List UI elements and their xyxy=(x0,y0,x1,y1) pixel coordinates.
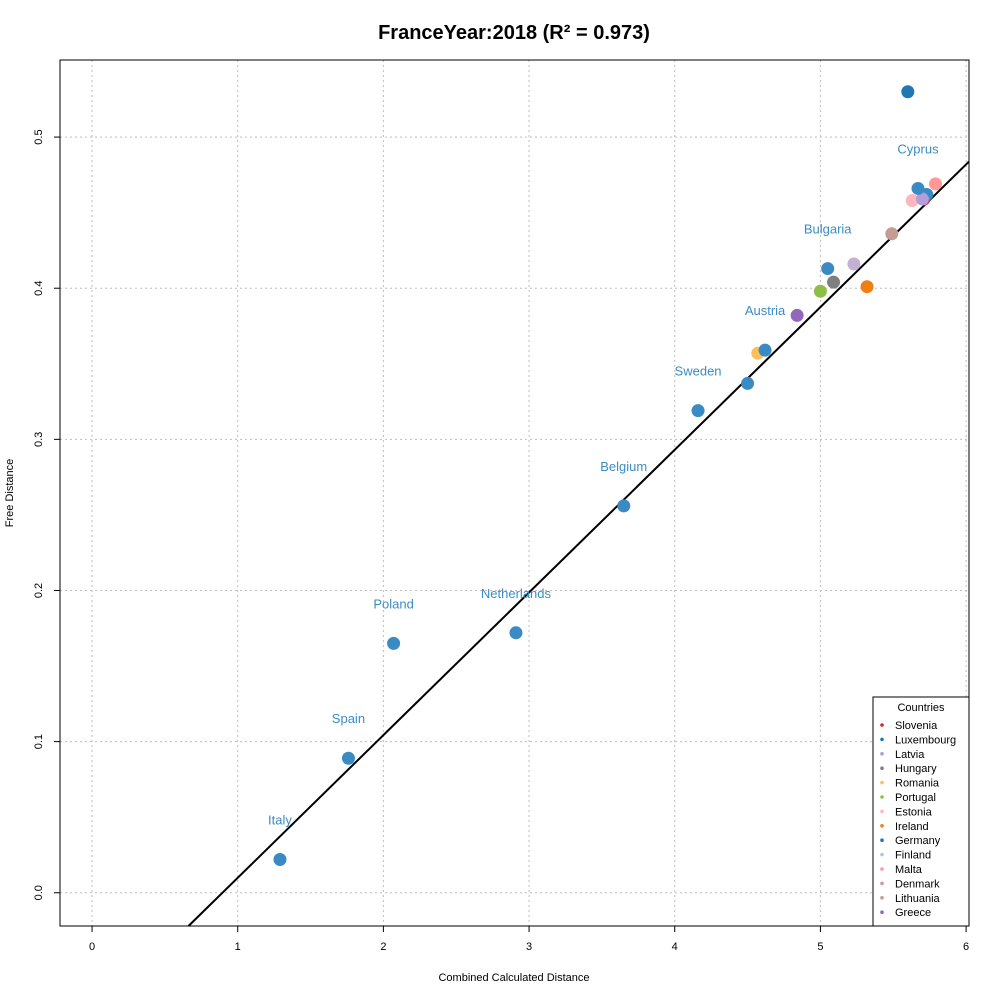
legend-entry: Latvia xyxy=(895,749,925,761)
data-point xyxy=(790,308,804,322)
data-point xyxy=(758,343,772,357)
data-point xyxy=(821,262,835,276)
plot-frame xyxy=(59,59,970,927)
data-point xyxy=(509,626,523,640)
chart-title: FranceYear:2018 (R² = 0.973) xyxy=(378,22,650,44)
x-tick-label: 3 xyxy=(526,941,532,953)
data-point xyxy=(827,275,841,289)
data-point xyxy=(341,751,355,765)
point-label: Sweden xyxy=(675,364,722,379)
point-label: Cyprus xyxy=(897,141,939,156)
data-point xyxy=(847,257,861,271)
legend-entry: Romania xyxy=(895,778,940,790)
legend-entry: Estonia xyxy=(895,806,933,818)
x-tick-label: 6 xyxy=(963,941,969,953)
data-point xyxy=(813,284,827,298)
legend-marker xyxy=(880,766,884,770)
legend-marker xyxy=(880,867,884,871)
axes-layer: 0 1 2 3 4 5 6 0.0 0.1 0.2 0.3 0.4 0.5 xyxy=(33,129,969,953)
point-label: Poland xyxy=(373,596,413,611)
legend-entry: Slovenia xyxy=(895,720,938,732)
regression-line xyxy=(187,160,970,927)
data-point xyxy=(860,280,874,294)
legend-entry: Greece xyxy=(895,907,931,919)
legend-entry: Lithuania xyxy=(895,893,941,905)
regression-line-layer xyxy=(187,160,970,927)
legend-marker xyxy=(880,910,884,914)
y-tick-label: 0.1 xyxy=(33,734,45,749)
legend-entry: Malta xyxy=(895,864,923,876)
data-point xyxy=(928,177,942,191)
legend-entry: Portugal xyxy=(895,792,936,804)
legend-marker xyxy=(880,780,884,785)
legend-marker xyxy=(880,852,884,857)
data-point xyxy=(885,227,899,241)
y-tick-label: 0.4 xyxy=(33,281,45,296)
point-label: Bulgaria xyxy=(804,222,852,237)
legend-entry: Hungary xyxy=(895,763,937,775)
legend-marker xyxy=(880,737,884,742)
points-layer xyxy=(273,85,942,867)
y-axis-label: Free Distance xyxy=(4,459,16,527)
x-tick-label: 1 xyxy=(235,941,241,953)
point-label: Spain xyxy=(332,711,365,726)
x-tick-label: 2 xyxy=(380,941,386,953)
data-point xyxy=(911,181,925,195)
data-point xyxy=(901,85,915,99)
legend-marker xyxy=(880,752,884,756)
legend-marker xyxy=(880,723,884,727)
data-point xyxy=(915,192,929,206)
point-label: Austria xyxy=(745,303,786,318)
x-tick-label: 4 xyxy=(672,941,678,953)
data-point xyxy=(273,853,287,867)
data-point xyxy=(691,404,705,418)
legend-box xyxy=(872,696,970,927)
legend-marker xyxy=(880,881,884,886)
legend-marker xyxy=(880,896,884,900)
data-point xyxy=(741,376,755,390)
data-point xyxy=(387,636,401,650)
legend-entry: Ireland xyxy=(895,821,929,833)
y-tick-label: 0.3 xyxy=(33,432,45,447)
data-point xyxy=(617,499,631,513)
point-label: Belgium xyxy=(600,459,647,474)
legend-entry: Germany xyxy=(895,835,941,847)
y-tick-label: 0.0 xyxy=(33,885,45,900)
legend-marker xyxy=(880,809,884,814)
legend-marker xyxy=(880,795,884,799)
legend-marker xyxy=(880,824,884,828)
point-label: Netherlands xyxy=(481,586,552,601)
y-tick-label: 0.2 xyxy=(33,583,45,598)
legend-entry: Denmark xyxy=(895,878,940,890)
data-point xyxy=(905,194,919,208)
point-label: Italy xyxy=(268,813,292,828)
legend-title: Countries xyxy=(897,702,945,714)
x-axis-label: Combined Calculated Distance xyxy=(438,972,589,984)
legend-marker xyxy=(880,838,884,842)
x-tick-label: 5 xyxy=(817,941,823,953)
x-tick-label: 0 xyxy=(89,941,95,953)
legend-entries: Slovenia Luxembourg Latvia Hungary Romania Po… xyxy=(880,720,956,919)
point-labels-layer: Italy Spain Poland Netherlands Belgium Sweden… xyxy=(268,141,939,827)
legend: Countries Slovenia Luxembourg Latvia Hungar… xyxy=(872,696,970,927)
legend-entry: Finland xyxy=(895,850,931,862)
legend-entry: Luxembourg xyxy=(895,734,956,746)
y-tick-label: 0.5 xyxy=(33,129,45,144)
